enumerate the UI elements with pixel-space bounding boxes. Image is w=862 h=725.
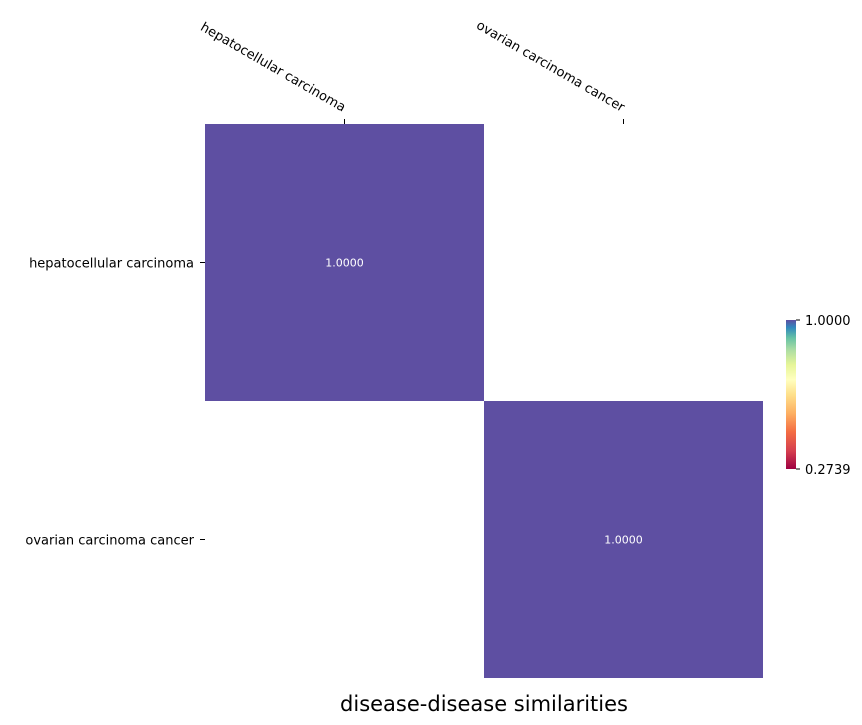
- colorbar: 1.0000 0.2739: [786, 314, 851, 478]
- column-tick-label: ovarian carcinoma cancer: [473, 18, 627, 116]
- chart-title: disease-disease similarities: [340, 692, 628, 716]
- row-tick-labels: hepatocellular carcinoma ovarian carcinom…: [25, 257, 205, 549]
- column-tick-label: hepatocellular carcinoma: [198, 20, 348, 115]
- row-tick-label: hepatocellular carcinoma: [29, 257, 194, 272]
- heatmap-cell: [484, 401, 763, 678]
- heatmap-cell: [205, 124, 484, 401]
- cell-value-label: 1.0000: [325, 257, 364, 270]
- heatmap-cells: 1.0000 1.0000: [205, 124, 763, 678]
- colorbar-tick-max: 1.0000: [805, 314, 851, 329]
- colorbar-gradient: [786, 320, 796, 469]
- cell-value-label: 1.0000: [604, 534, 643, 547]
- colorbar-tick-min: 0.2739: [805, 463, 851, 478]
- column-tick-labels: hepatocellular carcinoma ovarian carcinom…: [198, 18, 628, 124]
- row-tick-label: ovarian carcinoma cancer: [25, 534, 194, 549]
